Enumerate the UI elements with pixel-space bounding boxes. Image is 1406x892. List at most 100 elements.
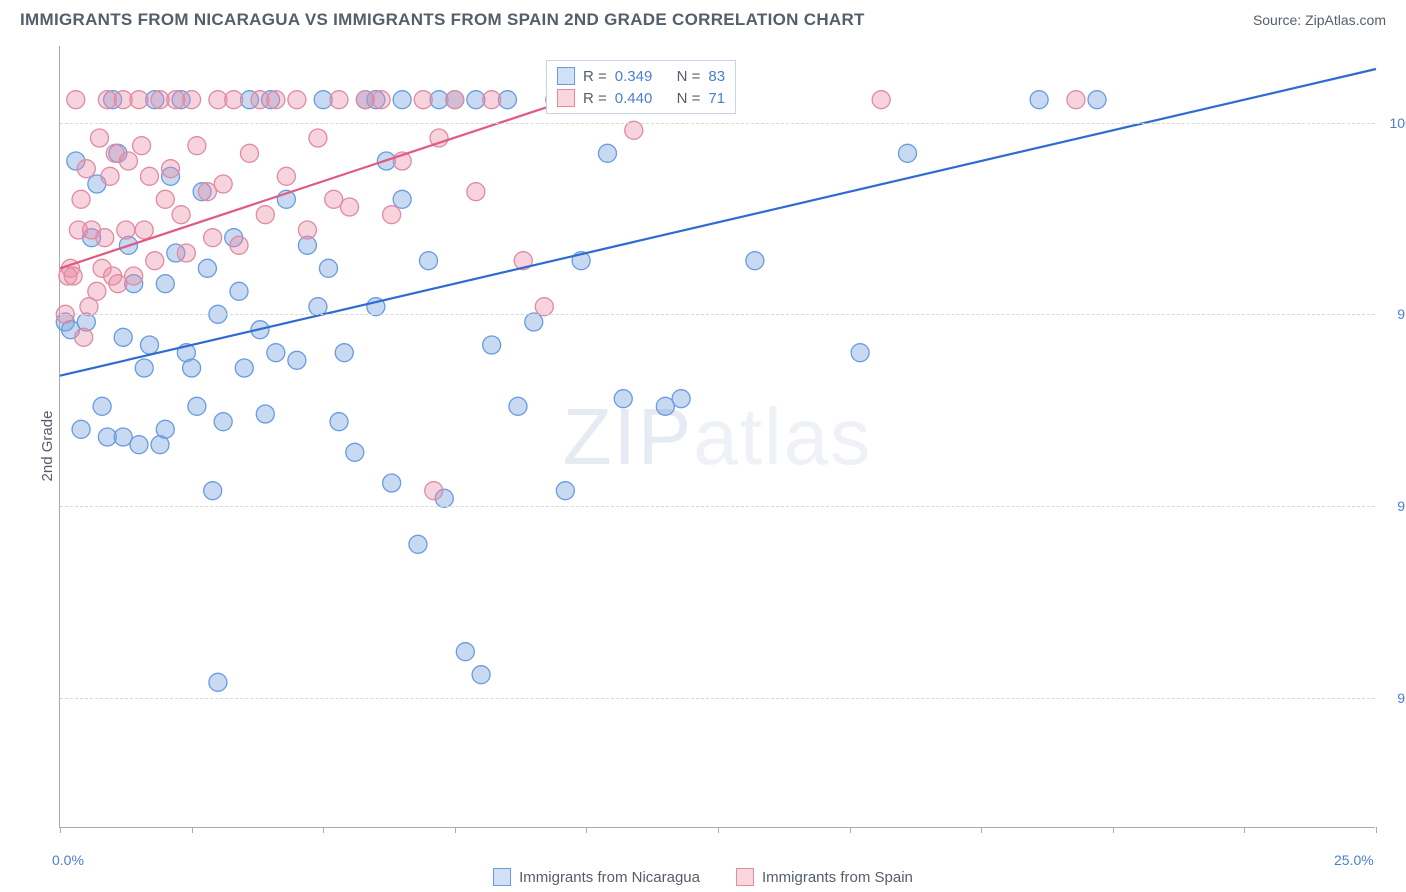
- y-tick-label: 92.5%: [1397, 690, 1406, 706]
- data-point: [214, 175, 232, 193]
- data-point: [672, 390, 690, 408]
- data-point: [393, 91, 411, 109]
- data-point: [598, 144, 616, 162]
- x-tick-label: 25.0%: [1334, 852, 1374, 868]
- gridline-h: [60, 698, 1375, 699]
- data-point: [277, 167, 295, 185]
- swatch-spain-icon: [736, 868, 754, 886]
- data-point: [72, 420, 90, 438]
- data-point: [230, 236, 248, 254]
- data-point: [90, 129, 108, 147]
- scatter-svg: [60, 46, 1375, 827]
- data-point: [625, 121, 643, 139]
- data-point: [183, 91, 201, 109]
- x-tick: [323, 827, 324, 833]
- data-point: [509, 397, 527, 415]
- data-point: [198, 259, 216, 277]
- y-tick-label: 95.0%: [1397, 498, 1406, 514]
- data-point: [419, 252, 437, 270]
- swatch-spain: [557, 89, 575, 107]
- data-point: [746, 252, 764, 270]
- y-tick-label: 100.0%: [1390, 115, 1406, 131]
- correlation-stats-legend: R = 0.349 N = 83 R = 0.440 N = 71: [546, 60, 736, 114]
- data-point: [146, 252, 164, 270]
- data-point: [288, 91, 306, 109]
- data-point: [96, 229, 114, 247]
- data-point: [383, 474, 401, 492]
- legend-item-spain: Immigrants from Spain: [736, 868, 913, 886]
- x-tick: [455, 827, 456, 833]
- data-point: [341, 198, 359, 216]
- data-point: [298, 221, 316, 239]
- data-point: [156, 420, 174, 438]
- x-tick: [1376, 827, 1377, 833]
- data-point: [117, 221, 135, 239]
- r-value-spain: 0.440: [615, 90, 653, 107]
- data-point: [393, 190, 411, 208]
- data-point: [114, 328, 132, 346]
- data-point: [130, 91, 148, 109]
- data-point: [130, 436, 148, 454]
- series-legend: Immigrants from Nicaragua Immigrants fro…: [0, 868, 1406, 886]
- x-tick: [60, 827, 61, 833]
- data-point: [135, 359, 153, 377]
- swatch-nicaragua-icon: [493, 868, 511, 886]
- data-point: [162, 160, 180, 178]
- data-point: [188, 137, 206, 155]
- data-point: [372, 91, 390, 109]
- legend-item-nicaragua: Immigrants from Nicaragua: [493, 868, 700, 886]
- data-point: [77, 160, 95, 178]
- data-point: [1088, 91, 1106, 109]
- stats-row-spain: R = 0.440 N = 71: [557, 87, 725, 109]
- data-point: [177, 244, 195, 262]
- x-tick: [718, 827, 719, 833]
- stats-row-nicaragua: R = 0.349 N = 83: [557, 65, 725, 87]
- data-point: [288, 351, 306, 369]
- data-point: [467, 183, 485, 201]
- data-point: [256, 206, 274, 224]
- data-point: [330, 91, 348, 109]
- data-point: [1067, 91, 1085, 109]
- data-point: [535, 298, 553, 316]
- r-value-nicaragua: 0.349: [615, 68, 653, 85]
- data-point: [483, 336, 501, 354]
- data-point: [125, 267, 143, 285]
- data-point: [425, 482, 443, 500]
- data-point: [64, 267, 82, 285]
- data-point: [133, 137, 151, 155]
- data-point: [75, 328, 93, 346]
- source-attribution: Source: ZipAtlas.com: [1253, 12, 1386, 28]
- x-tick: [1244, 827, 1245, 833]
- data-point: [483, 91, 501, 109]
- data-point: [446, 91, 464, 109]
- data-point: [899, 144, 917, 162]
- swatch-nicaragua: [557, 67, 575, 85]
- data-point: [335, 344, 353, 362]
- data-point: [204, 229, 222, 247]
- data-point: [214, 413, 232, 431]
- x-tick: [850, 827, 851, 833]
- data-point: [241, 144, 259, 162]
- data-point: [267, 344, 285, 362]
- data-point: [472, 666, 490, 684]
- y-tick-label: 97.5%: [1397, 306, 1406, 322]
- y-axis-label: 2nd Grade: [39, 411, 56, 482]
- chart-plot-area: ZIPatlas R = 0.349 N = 83 R = 0.440 N = …: [59, 46, 1375, 828]
- data-point: [525, 313, 543, 331]
- data-point: [183, 359, 201, 377]
- n-value-spain: 71: [708, 90, 725, 107]
- data-point: [235, 359, 253, 377]
- data-point: [188, 397, 206, 415]
- chart-title: IMMIGRANTS FROM NICARAGUA VS IMMIGRANTS …: [20, 10, 865, 30]
- data-point: [872, 91, 890, 109]
- data-point: [256, 405, 274, 423]
- n-value-nicaragua: 83: [708, 68, 725, 85]
- data-point: [267, 91, 285, 109]
- data-point: [156, 275, 174, 293]
- data-point: [1030, 91, 1048, 109]
- data-point: [319, 259, 337, 277]
- x-tick: [586, 827, 587, 833]
- data-point: [101, 167, 119, 185]
- data-point: [851, 344, 869, 362]
- data-point: [72, 190, 90, 208]
